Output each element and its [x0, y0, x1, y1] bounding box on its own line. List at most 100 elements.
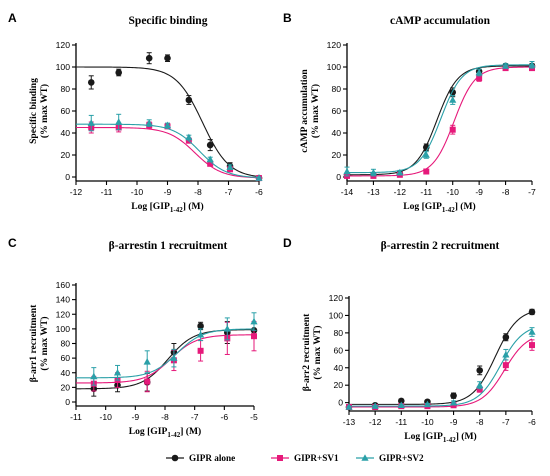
data-point: [255, 174, 263, 181]
legend-item: GIPR+SV1: [271, 453, 339, 463]
x-tick-label: -7: [528, 187, 536, 197]
x-tick-label: -9: [164, 187, 172, 197]
legend-label: GIPR alone: [189, 453, 235, 463]
data-point: [90, 372, 98, 380]
data-point: [450, 392, 457, 399]
y-tick-label: 40: [333, 363, 343, 373]
legend-marker: [361, 454, 369, 461]
x-tick-label: -11: [101, 187, 113, 197]
data-point: [163, 121, 172, 129]
x-tick-label: -9: [475, 187, 483, 197]
panel-letter: A: [8, 11, 17, 25]
x-tick-label: -7: [191, 412, 199, 422]
fit-curve: [349, 311, 533, 405]
x-tick-label: -6: [528, 417, 536, 427]
y-axis-label-unit: (% max WT): [310, 84, 321, 138]
y-tick-label: 20: [60, 150, 70, 160]
series-gipr-alone: [75, 321, 258, 397]
x-tick-label: -13: [343, 417, 356, 427]
data-point: [449, 126, 456, 133]
x-tick-label: -11: [70, 412, 82, 422]
x-tick-label: -14: [341, 187, 354, 197]
y-tick-label: 20: [60, 382, 70, 392]
data-point: [115, 69, 122, 76]
y-tick-label: 40: [331, 128, 341, 138]
data-point: [113, 368, 122, 376]
x-tick-label: -7: [502, 417, 510, 427]
x-tick-label: -8: [502, 187, 510, 197]
x-tick-label: -10: [447, 187, 460, 197]
data-point: [170, 354, 178, 361]
data-point: [197, 322, 204, 330]
y-tick-label: 80: [60, 84, 70, 94]
data-point: [371, 402, 379, 409]
data-point: [529, 342, 535, 349]
panel-title: β-arrestin 1 recruitment: [109, 240, 228, 252]
fit-curve: [76, 126, 260, 179]
x-tick-label: -13: [367, 187, 380, 197]
legend-item: GIPR+SV2: [356, 453, 424, 463]
x-axis-label: Log [GIP1-42] (M): [129, 426, 202, 439]
y-tick-label: 60: [60, 353, 70, 363]
x-axis-label: Log [GIP1-42] (M): [404, 431, 477, 444]
legend-label: GIPR+SV2: [379, 453, 424, 463]
data-point: [197, 330, 205, 338]
y-tick-label: 160: [56, 280, 71, 290]
fit-curve: [349, 338, 533, 408]
data-point: [475, 68, 483, 76]
y-tick-label: 100: [329, 310, 344, 320]
x-tick-label: -12: [369, 417, 382, 427]
data-point: [476, 386, 483, 393]
data-point: [87, 119, 95, 126]
x-tick-label: -9: [132, 412, 140, 422]
data-point: [502, 333, 510, 341]
y-axis-label-unit: (% max WT): [312, 325, 323, 379]
data-point: [369, 168, 378, 176]
data-point: [87, 79, 95, 86]
y-tick-label: 60: [331, 106, 341, 116]
fit-curve: [346, 64, 532, 174]
data-point: [115, 118, 123, 125]
legend-marker: [277, 455, 283, 461]
y-tick-label: 100: [56, 324, 71, 334]
x-tick-label: -12: [394, 187, 407, 197]
data-point: [345, 403, 353, 410]
y-tick-label: 40: [60, 128, 70, 138]
y-tick-label: 40: [60, 368, 70, 378]
x-tick-label: -12: [70, 187, 83, 197]
x-tick-label: -11: [395, 417, 407, 427]
x-axis-label: Log [GIP1-42] (M): [131, 201, 204, 214]
y-tick-label: 60: [60, 106, 70, 116]
data-point: [423, 400, 432, 408]
series-gipr-sv2: [343, 61, 536, 177]
chart-panel-a: A Specific binding 0 20 40 60 80 100 120 -12 -11 -1…: [8, 11, 263, 214]
fit-curve: [76, 328, 255, 379]
data-point: [449, 398, 458, 406]
data-point: [476, 381, 484, 388]
series-gipr-sv2: [75, 113, 263, 181]
data-point: [145, 119, 153, 126]
data-point: [143, 357, 151, 365]
y-tick-label: 60: [333, 345, 343, 355]
y-tick-label: 0: [336, 172, 341, 182]
x-tick-label: -9: [450, 417, 458, 427]
data-point: [206, 141, 214, 149]
panel-title: cAMP accumulation: [390, 15, 491, 27]
fit-curve: [347, 66, 533, 177]
data-point: [397, 401, 405, 409]
panel-letter: C: [8, 236, 17, 250]
y-axis-label: β-arr2 recruitment: [301, 313, 312, 391]
y-tick-label: 120: [327, 40, 342, 50]
y-tick-label: 80: [333, 328, 343, 338]
y-tick-label: 120: [56, 309, 71, 319]
x-tick-label: -10: [421, 417, 434, 427]
data-point: [528, 61, 536, 68]
data-point: [206, 155, 214, 163]
series-gipr-alone: [343, 62, 536, 179]
panel-letter: D: [283, 236, 292, 250]
data-point: [144, 378, 151, 385]
data-point: [528, 308, 536, 316]
